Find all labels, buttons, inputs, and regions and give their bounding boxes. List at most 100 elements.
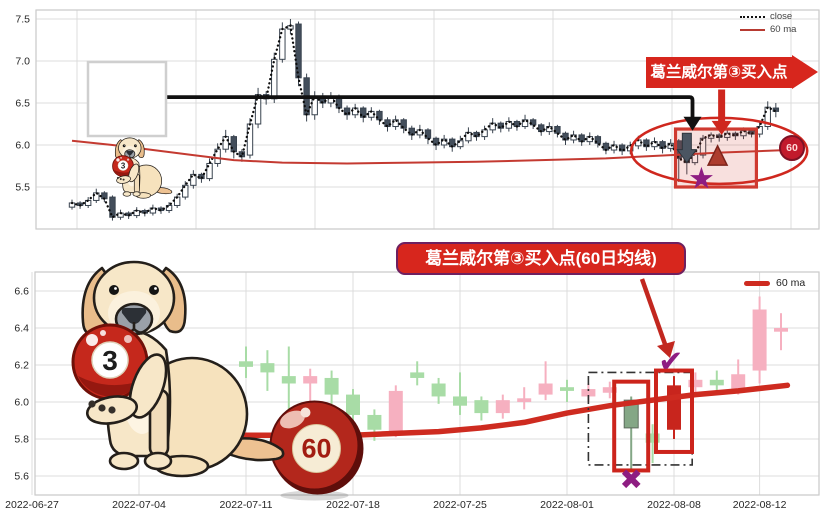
diagonal-arrow-shaft <box>639 278 669 348</box>
legend-item-60ma: 60 ma <box>740 24 796 35</box>
x-tick-label: 2022-08-12 <box>733 499 787 511</box>
candle-body <box>457 140 464 148</box>
x-tick-label: 2022-07-25 <box>433 499 487 511</box>
candle-body <box>410 372 425 378</box>
candle-body <box>303 376 318 384</box>
candle-body <box>222 136 229 150</box>
x-tick-label: 2022-07-18 <box>326 499 380 511</box>
y-tick-label: 6.2 <box>14 360 29 372</box>
candle-body <box>260 363 275 373</box>
candle-body <box>709 379 724 386</box>
dog-illustration: 3 <box>71 260 285 478</box>
candle-body <box>645 433 660 443</box>
candle-body <box>481 129 488 138</box>
candle-body <box>214 148 221 164</box>
candle-body <box>602 387 617 393</box>
candle-body <box>271 58 278 100</box>
candle-body <box>281 376 296 384</box>
candle-body <box>453 396 467 406</box>
top-chart-legend: close 60 ma <box>740 11 796 37</box>
black-arrowhead-icon <box>683 116 702 131</box>
candle-body <box>570 134 577 141</box>
ball-60-label: 60 <box>301 433 331 463</box>
star-marker-icon: ★ <box>688 163 715 196</box>
candle-body <box>230 136 238 153</box>
y-tick-label: 5.6 <box>14 471 29 483</box>
dash-dot-box <box>587 371 693 466</box>
candle-body <box>752 309 767 371</box>
legend-60ma-label: 60 ma <box>770 24 797 35</box>
billiard-ball-60: 60 <box>269 400 364 501</box>
red-arrowhead-icon <box>711 120 732 135</box>
gray-down-arrow-icon <box>676 132 698 164</box>
candle-body <box>581 389 596 397</box>
x-mark-icon: ✖ <box>619 464 642 495</box>
inset-image-frame <box>86 60 168 138</box>
candle-body <box>699 137 707 156</box>
ma-line-sample-icon <box>740 28 765 31</box>
y-tick-label: 5.8 <box>14 434 29 446</box>
y-tick-label: 7.0 <box>15 56 30 68</box>
candle-body <box>667 142 674 149</box>
inset-dog-image <box>112 137 173 199</box>
y-tick-label: 6.6 <box>14 286 29 298</box>
ma60-badge: 60 <box>779 135 805 161</box>
buy-point-banner-detail: 葛兰威尔第③买入点(60日均线) <box>396 242 686 275</box>
y-tick-label: 7.5 <box>15 14 30 26</box>
candle-body <box>388 390 403 432</box>
candle-body <box>517 398 532 402</box>
candle-body <box>554 126 561 134</box>
ma-thick-sample-icon <box>744 280 770 286</box>
sell-candle-box <box>612 379 651 473</box>
buy-candle-box <box>654 368 694 454</box>
ball-3-label: 3 <box>102 345 118 376</box>
candle-body <box>521 119 529 128</box>
candle-body <box>376 110 383 121</box>
candle-body <box>392 119 399 128</box>
candle-body <box>367 414 382 430</box>
candle-body <box>346 394 360 415</box>
legend-bottom-60ma-label: 60 ma <box>776 277 806 289</box>
candle-body <box>618 144 626 152</box>
y-tick-label: 6.5 <box>15 98 30 110</box>
candle-body <box>440 138 448 146</box>
x-tick-label: 2022-06-27 <box>5 499 59 511</box>
x-tick-label: 2022-07-11 <box>220 499 273 511</box>
candle-body <box>295 23 302 79</box>
plot-border <box>35 9 820 230</box>
candle-body <box>538 383 553 395</box>
candle-body <box>731 374 746 390</box>
resistance-elbow-line <box>163 95 695 118</box>
candle-body <box>643 139 650 148</box>
candle-body <box>724 132 731 138</box>
buy-point-banner: 葛兰威尔第③买入点 <box>646 55 818 89</box>
candle-body <box>688 379 703 388</box>
candle-body <box>594 136 602 144</box>
candle-body <box>495 400 510 414</box>
diagonal-arrowhead-icon <box>657 341 675 358</box>
y-tick-label: 5.5 <box>15 182 30 194</box>
candle-body <box>190 173 197 186</box>
candle-body <box>400 119 407 129</box>
candle-body <box>474 400 489 414</box>
x-tick-label: 2022-07-04 <box>112 499 166 511</box>
candle-body <box>431 383 446 397</box>
x-tick-label: 2022-08-01 <box>540 499 594 511</box>
y-tick-label: 6.0 <box>14 397 29 409</box>
candle-body <box>772 107 780 112</box>
x-tick-label: 2022-08-08 <box>647 499 701 511</box>
close-line-sample-icon <box>740 15 765 18</box>
candle-body <box>165 204 173 212</box>
bottom-chart-legend: 60 ma <box>744 277 805 289</box>
candle-body <box>324 377 339 395</box>
close-line <box>70 24 777 219</box>
up-triangle-marker-icon <box>706 144 729 166</box>
candle-body <box>239 361 253 367</box>
y-tick-label: 6.0 <box>15 140 30 152</box>
candle-body <box>667 385 681 430</box>
legend-close-label: close <box>770 11 793 22</box>
candle-body <box>343 107 351 116</box>
ma60-line-top <box>71 139 789 165</box>
